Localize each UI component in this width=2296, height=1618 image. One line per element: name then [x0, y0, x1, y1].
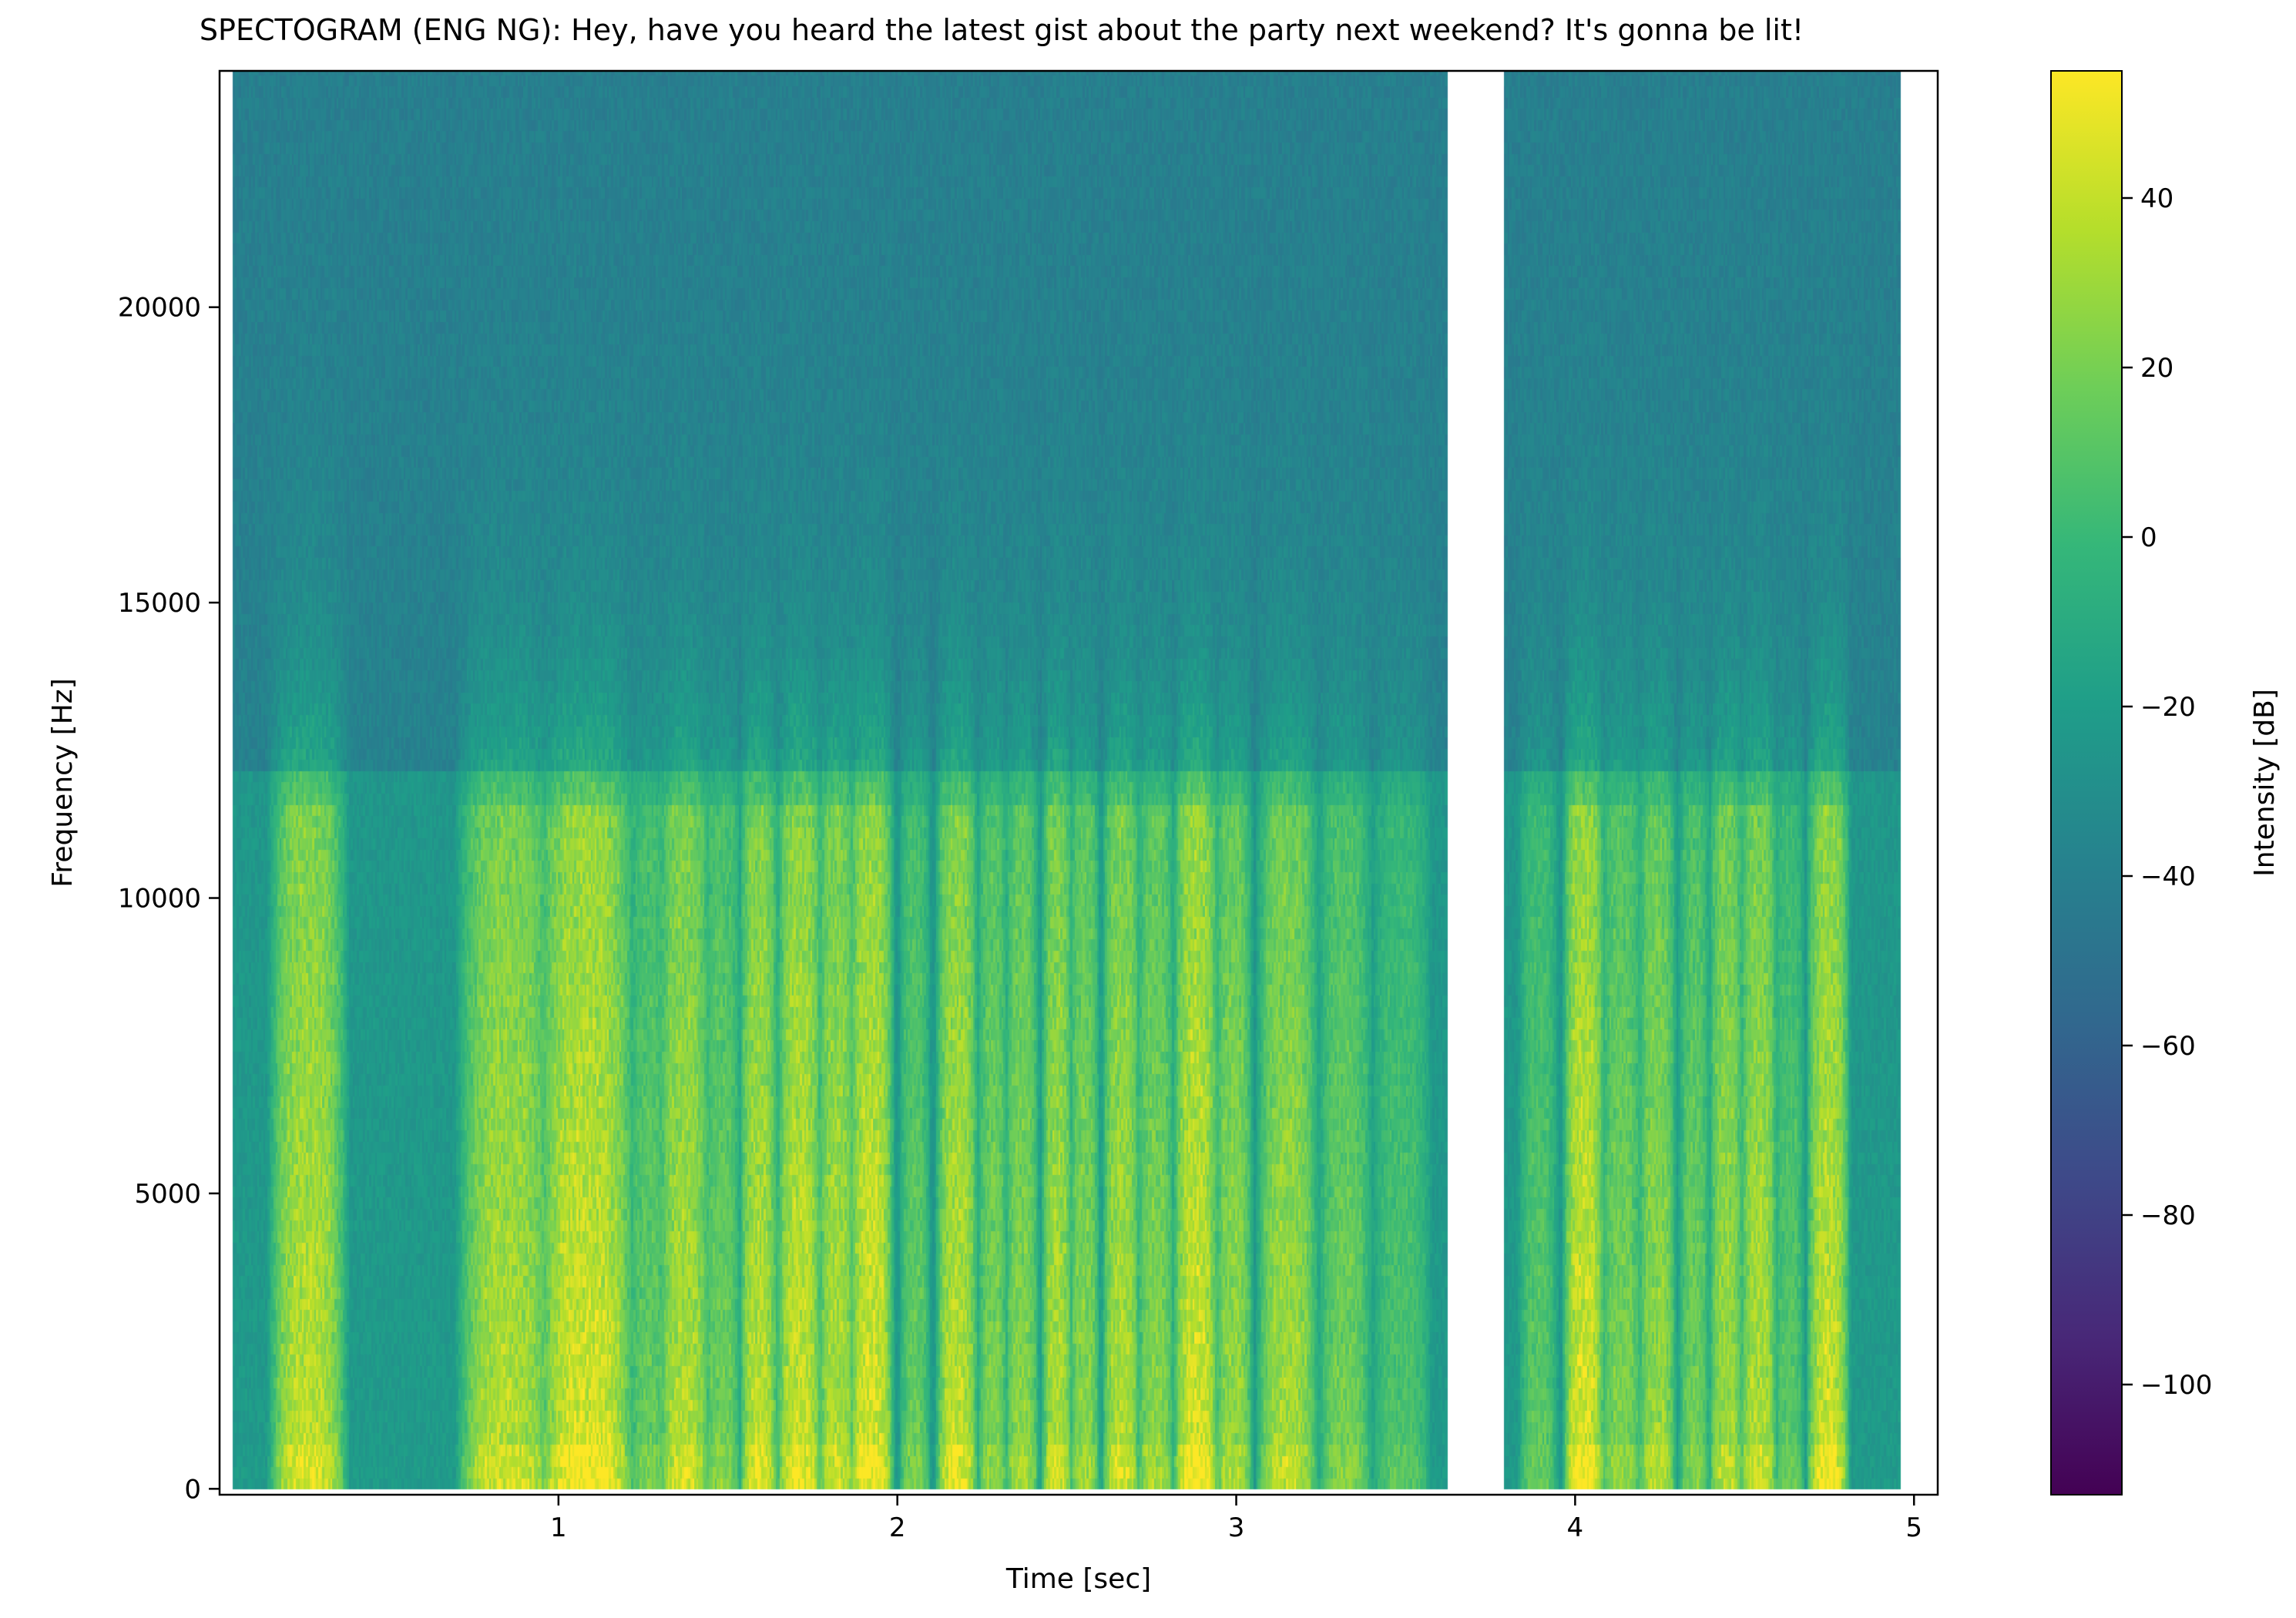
axes-frame: [218, 69, 1939, 1496]
y-tick-label: 20000: [118, 293, 201, 324]
colorbar-tick-label: −40: [2140, 861, 2196, 892]
x-tick-label: 3: [1228, 1512, 1245, 1543]
x-axis-label: Time [sec]: [1005, 1563, 1151, 1595]
colorbar-label: Intensity [dB]: [2249, 689, 2281, 877]
y-axis-label: Frequency [Hz]: [47, 678, 79, 887]
colorbar-tick-label: 0: [2140, 522, 2157, 553]
colorbar-tick-label: −20: [2140, 692, 2196, 723]
chart-title: SPECTOGRAM (ENG NG): Hey, have you heard…: [200, 13, 1804, 47]
plot-area: [220, 71, 1938, 1495]
x-tick-label: 1: [550, 1512, 567, 1543]
y-tick-label: 10000: [118, 884, 201, 915]
y-tick-label: 15000: [118, 588, 201, 619]
colorbar-tick-label: −80: [2140, 1200, 2196, 1231]
y-axis: 0 5000 10000 15000 20000: [118, 293, 220, 1505]
y-tick-label: 0: [184, 1474, 201, 1505]
x-axis: 1 2 3 4 5: [550, 1495, 1922, 1543]
colorbar-axis: 40 20 0 −20 −40 −60 −80 −100: [2122, 183, 2212, 1401]
colorbar: [2050, 70, 2123, 1495]
colorbar-tick-label: 40: [2140, 183, 2173, 214]
x-tick-label: 2: [889, 1512, 906, 1543]
spectrogram-image: [220, 71, 1938, 1495]
x-tick-label: 4: [1567, 1512, 1584, 1543]
y-tick-label: 5000: [134, 1179, 201, 1210]
colorbar-tick-label: 20: [2140, 353, 2173, 384]
x-tick-label: 5: [1905, 1512, 1922, 1543]
colorbar-tick-label: −100: [2140, 1370, 2212, 1401]
colorbar-tick-label: −60: [2140, 1031, 2196, 1062]
